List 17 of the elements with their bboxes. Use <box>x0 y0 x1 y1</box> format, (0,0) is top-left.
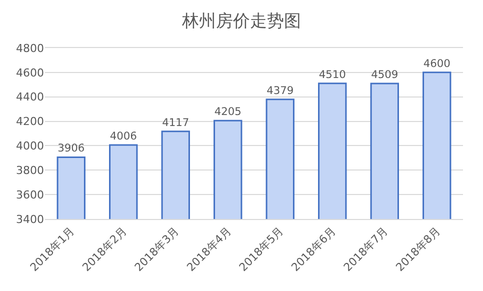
data-label: 4006 <box>110 129 138 142</box>
y-tick-label: 4600 <box>16 66 44 80</box>
data-label: 4509 <box>371 68 398 81</box>
y-tick-label: 3400 <box>16 212 44 226</box>
data-label: 3906 <box>58 142 85 155</box>
data-label: 4510 <box>318 68 346 81</box>
y-tick-label: 3800 <box>16 164 44 177</box>
data-label: 4117 <box>162 116 190 129</box>
data-label: 4379 <box>266 84 294 97</box>
y-tick-label: 4000 <box>16 140 44 153</box>
y-tick-label: 4200 <box>16 115 44 128</box>
data-label: 4600 <box>423 56 451 70</box>
y-tick-label: 4800 <box>16 42 44 55</box>
y-tick-label: 3600 <box>16 188 44 202</box>
data-label: 4205 <box>214 105 242 118</box>
y-tick-label: 4400 <box>16 90 44 104</box>
chart-title: 林州房价走势图 <box>181 11 301 32</box>
